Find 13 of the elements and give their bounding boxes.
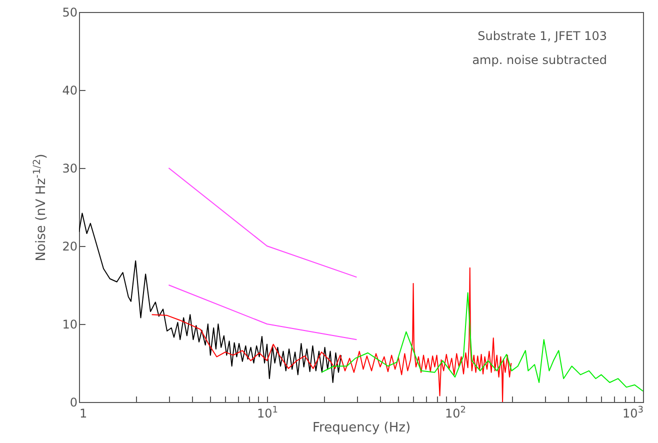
y-tick-label: 30 [62, 162, 78, 176]
annotation: Substrate 1, JFET 103 [478, 29, 607, 43]
y-tick-label: 10 [62, 318, 78, 332]
x-tick-label: 10$^{1}$ [256, 406, 278, 420]
y-tick-label: 40 [62, 84, 78, 98]
x-tick-label: 10$^{2}$ [444, 406, 466, 420]
y-tick-label: 20 [62, 240, 78, 254]
y-tick-label: 50 [62, 6, 78, 20]
x-tick-label: 10$^{3}$ [622, 406, 644, 420]
annotation: amp. noise subtracted [472, 53, 607, 67]
x-axis-title: Frequency (Hz) [312, 420, 411, 436]
y-tick-label: 0 [70, 396, 78, 410]
x-tick-label: 1 [80, 406, 88, 420]
